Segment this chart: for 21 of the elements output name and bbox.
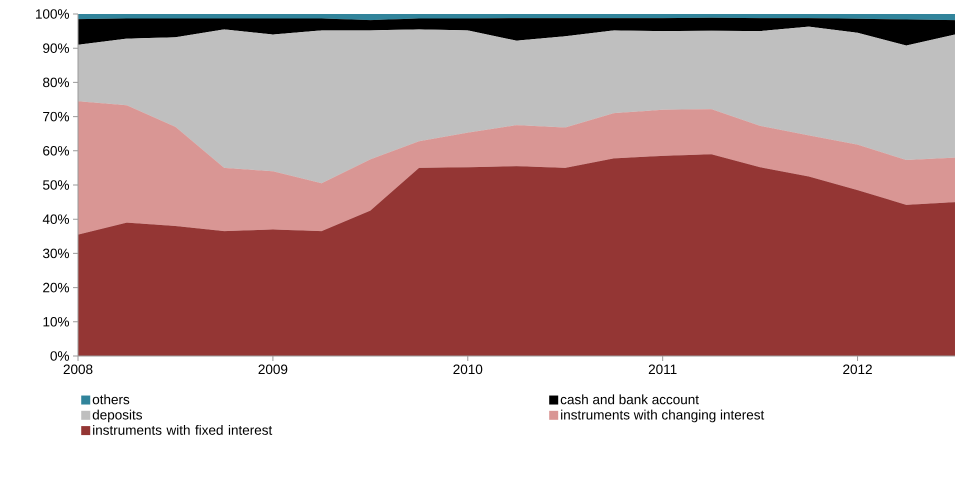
x-tick-label: 2010 [453,364,482,374]
y-tick-label: 80% [43,78,70,88]
legend-label: cash and bank account [560,394,699,404]
y-tick-label: 40% [42,214,70,224]
x-tick-label: 2008 [64,364,92,374]
y-tick-label: 100% [36,9,69,19]
legend-label: deposits [92,410,142,422]
y-tick-label: 10% [44,317,70,327]
y-tick-label: 60% [43,146,70,156]
y-tick-label: 50% [42,180,70,190]
x-tick-label: 2009 [258,364,288,374]
legend-label: others [92,394,130,404]
y-tick-label: 20% [43,282,70,292]
y-tick-label: 70% [43,112,70,122]
y-tick-label: 0% [50,351,70,361]
legend-label: instruments with changing interest [561,410,764,422]
x-tick-label: 2011 [648,364,677,374]
y-tick-label: 30% [42,248,70,258]
y-tick-label: 90% [43,43,70,53]
x-tick-label: 2012 [843,364,872,374]
legend-label: instruments with fixed interest [93,424,272,435]
